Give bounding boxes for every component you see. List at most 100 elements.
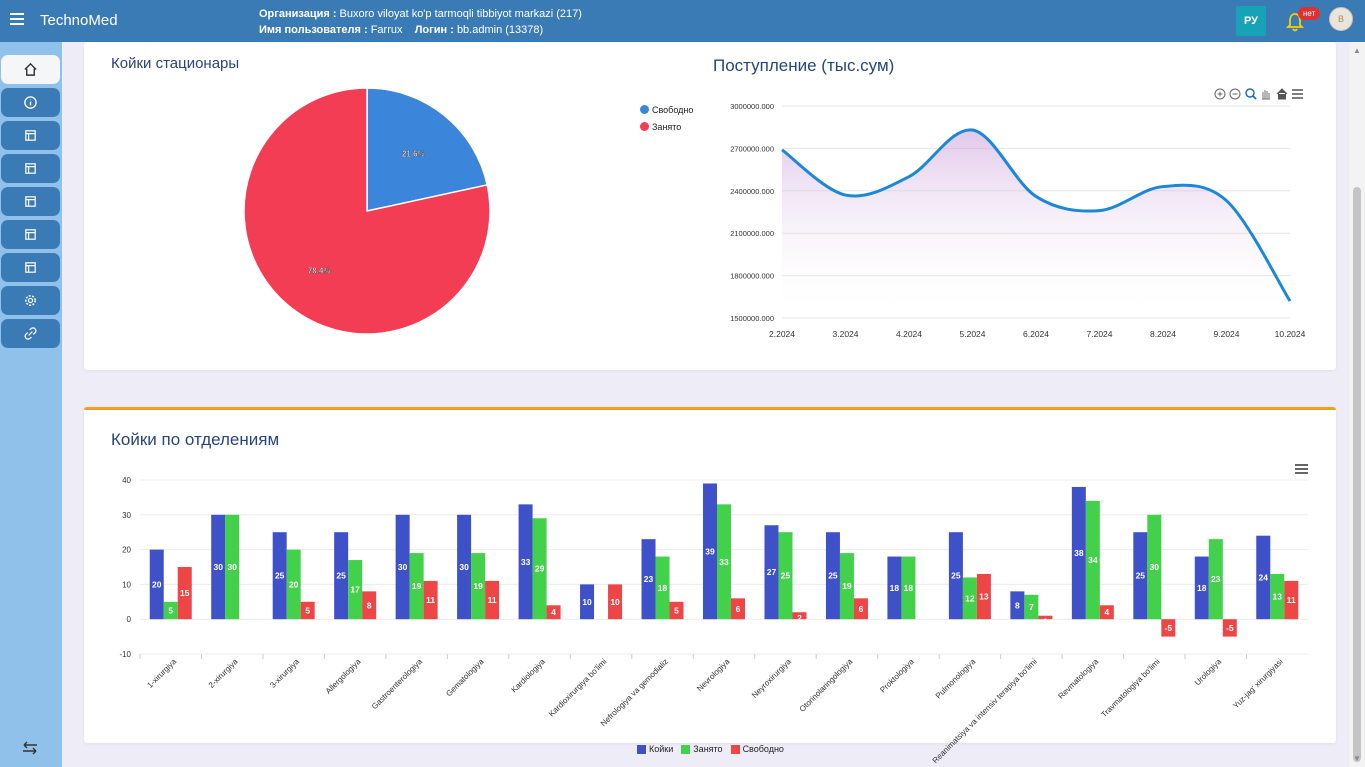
chart-menu-icon[interactable] bbox=[1292, 89, 1303, 99]
bar-category-label: Proktologiya bbox=[878, 657, 916, 695]
bar-free bbox=[177, 567, 192, 620]
bar-beds bbox=[149, 549, 164, 620]
swap-arrows-icon[interactable] bbox=[20, 739, 40, 757]
sidebar-item-info[interactable] bbox=[1, 88, 60, 117]
bar-value-label: 5 bbox=[674, 606, 679, 616]
bar-taken bbox=[901, 556, 916, 620]
brand-logo[interactable]: TechnoMed bbox=[40, 12, 118, 29]
bar-category-label: Pulmonologiya bbox=[934, 657, 978, 701]
bar-free bbox=[731, 598, 745, 620]
bar-value-label: 8 bbox=[367, 600, 372, 610]
table-icon bbox=[25, 262, 36, 273]
bar-free bbox=[792, 612, 807, 620]
legend-item-free-beds[interactable]: Свободно bbox=[730, 744, 784, 754]
bar-beds bbox=[764, 525, 779, 620]
bar-category-label: Kardiologiya bbox=[509, 657, 547, 695]
hamburger-menu-icon[interactable] bbox=[10, 13, 24, 25]
bar-value-label: 38 bbox=[1074, 548, 1084, 558]
legend-item-beds[interactable]: Койки bbox=[637, 744, 673, 754]
bar-taken bbox=[1270, 573, 1285, 620]
bar-category-label: Urologiya bbox=[1193, 657, 1224, 688]
legend-dot-free bbox=[640, 105, 649, 114]
pan-hand-icon[interactable] bbox=[1262, 90, 1270, 100]
bar-value-label: 23 bbox=[1211, 574, 1221, 584]
bar-free bbox=[1038, 615, 1053, 620]
bar-value-label: 7 bbox=[1029, 602, 1034, 612]
bar-value-label: 25 bbox=[951, 571, 961, 581]
sidebar-item-table-1[interactable] bbox=[1, 121, 60, 150]
legend-swatch-taken bbox=[681, 744, 691, 754]
income-ytick-label: 1800000.000 bbox=[730, 272, 774, 281]
legend-item-taken[interactable]: Занято bbox=[681, 744, 723, 754]
sidebar-item-table-3[interactable] bbox=[1, 187, 60, 216]
legend-item-free[interactable]: Свободно bbox=[640, 101, 693, 118]
legend-label-busy: Занято bbox=[652, 121, 682, 132]
bar-value-label: 11 bbox=[488, 595, 497, 605]
login-label: Логин : bbox=[414, 24, 454, 36]
income-xtick-label: 2.2024 bbox=[769, 329, 795, 339]
bar-category-label: Nefrologiya va gemodializ bbox=[599, 657, 670, 728]
dept-chart-menu-icon[interactable] bbox=[1295, 464, 1308, 474]
bar-value-label: 29 bbox=[535, 564, 545, 574]
bar-taken bbox=[471, 553, 486, 620]
bar-value-label: 19 bbox=[842, 581, 852, 591]
pie-label-busy: 78.4% bbox=[308, 266, 331, 275]
bar-free bbox=[669, 601, 684, 620]
bar-value-label: 18 bbox=[904, 583, 914, 593]
bar-beds bbox=[825, 532, 840, 620]
sidebar-item-table-4[interactable] bbox=[1, 220, 60, 249]
bar-value-label: 19 bbox=[412, 581, 422, 591]
bar-category-label: Kardioxirurgiya bo'limi bbox=[547, 657, 609, 719]
sidebar-item-link[interactable] bbox=[1, 319, 60, 348]
scroll-up-icon[interactable]: ▲ bbox=[1353, 46, 1361, 55]
bar-taken bbox=[717, 504, 731, 620]
zoom-in-icon[interactable] bbox=[1214, 88, 1226, 100]
bar-beds bbox=[580, 584, 595, 620]
sidebar-item-table-2[interactable] bbox=[1, 154, 60, 183]
bar-value-label: 33 bbox=[719, 557, 729, 567]
sidebar-item-settings[interactable] bbox=[1, 286, 60, 315]
bar-free bbox=[976, 573, 991, 620]
income-xtick-label: 8.2024 bbox=[1150, 329, 1176, 339]
avatar[interactable]: B bbox=[1329, 7, 1353, 31]
scroll-down-icon[interactable]: ▼ bbox=[1353, 754, 1361, 763]
bar-beds bbox=[948, 532, 963, 620]
scroll-thumb[interactable] bbox=[1353, 187, 1361, 762]
bar-value-label: 2 bbox=[797, 613, 802, 623]
bar-beds bbox=[887, 556, 902, 620]
bar-legend: Койки Занято Свободно bbox=[637, 744, 784, 754]
bar-ytick-label: -10 bbox=[119, 650, 131, 659]
pie-slice-busy bbox=[243, 87, 491, 335]
bar-free bbox=[362, 591, 377, 620]
legend-item-busy[interactable]: Занято bbox=[640, 118, 693, 135]
bar-value-label: 39 bbox=[705, 546, 715, 556]
bar-taken bbox=[532, 518, 547, 620]
bar-category-label: Gastroenterologiya bbox=[370, 657, 425, 712]
bar-beds bbox=[1256, 535, 1271, 620]
table-icon bbox=[25, 130, 36, 141]
zoom-out-icon[interactable] bbox=[1229, 88, 1241, 100]
bar-ytick-label: 10 bbox=[122, 580, 131, 589]
sidebar-item-table-5[interactable] bbox=[1, 253, 60, 282]
language-button[interactable]: РУ bbox=[1236, 6, 1266, 36]
income-ytick-label: 2400000.000 bbox=[730, 187, 774, 196]
income-chart-title: Поступление (тыс.сум) bbox=[713, 56, 895, 75]
bar-value-label: 4 bbox=[1104, 607, 1109, 617]
bar-taken bbox=[1147, 514, 1162, 620]
bar-value-label: 30 bbox=[459, 562, 469, 572]
bar-free bbox=[546, 605, 561, 620]
bar-value-label: 1 bbox=[1043, 617, 1048, 627]
bar-value-label: 13 bbox=[979, 592, 989, 602]
bar-taken bbox=[1085, 500, 1100, 620]
bar-free bbox=[1161, 619, 1176, 637]
page-scrollbar[interactable]: ▲ ▼ bbox=[1349, 42, 1365, 767]
income-xtick-label: 6.2024 bbox=[1023, 329, 1049, 339]
bar-value-label: 11 bbox=[426, 595, 435, 605]
bar-value-label: 4 bbox=[551, 607, 556, 617]
reset-home-icon[interactable] bbox=[1276, 88, 1288, 100]
bar-value-label: -5 bbox=[1226, 623, 1234, 633]
bar-value-label: 23 bbox=[644, 574, 654, 584]
sidebar-item-home[interactable] bbox=[1, 55, 60, 84]
magnify-icon[interactable] bbox=[1245, 88, 1257, 100]
bar-category-label: Revmatologiya bbox=[1056, 657, 1100, 701]
